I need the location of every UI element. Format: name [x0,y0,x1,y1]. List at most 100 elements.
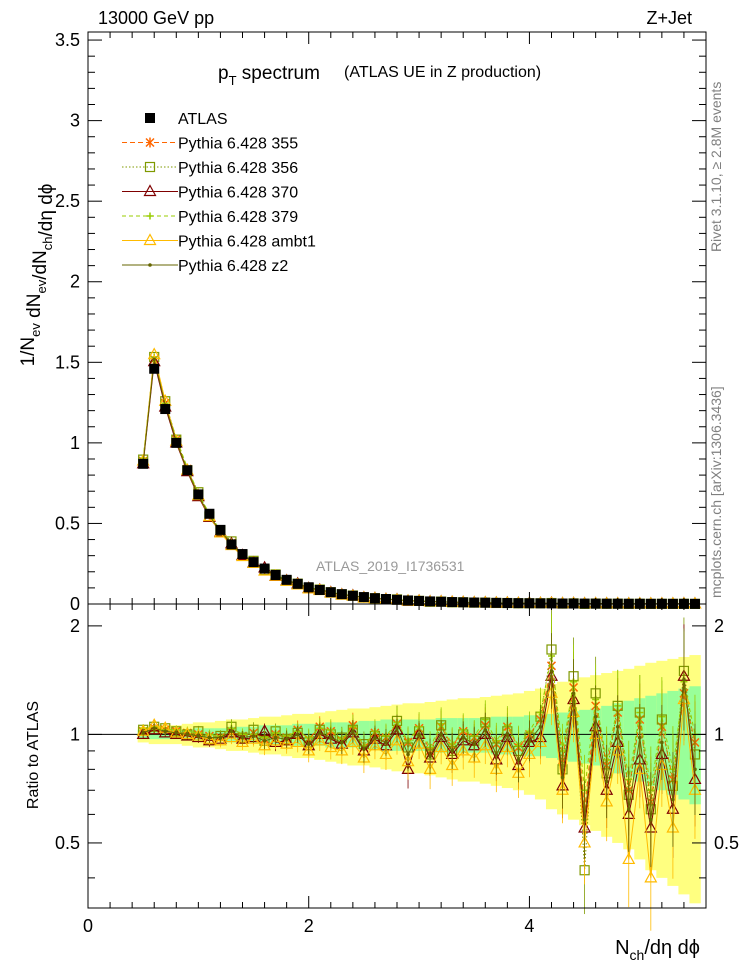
legend: ATLAS Pythia 6.428 355 Pythia 6.428 356 Pyt… [122,111,316,275]
ratio-point [136,727,150,740]
ratio-point [494,752,499,757]
y-tick-label: 0.5 [55,513,80,533]
x-tick-label: 2 [304,916,314,936]
ratio-point [626,807,631,812]
ratio-point [235,735,250,748]
atlas-data-point [380,594,391,605]
atlas-data-point [259,563,270,574]
ratio-y-axis-label: Ratio to ATLAS [25,701,42,809]
ratio-point [280,736,294,749]
atlas-data-point [193,489,204,500]
ratio-point [615,724,620,729]
legend-marker [145,137,155,148]
atlas-data-point [138,458,149,469]
ratio-point [461,735,466,740]
text-group: pT spectrum (ATLAS UE in Z production) ATL… [18,63,700,963]
ratio-point [152,726,157,731]
ratio-point [593,714,598,719]
ratio-point [141,731,145,735]
atlas-data-point [182,465,193,476]
ratio-point [622,852,636,865]
ratio-point [202,731,216,744]
ratio-point [395,726,399,731]
atlas-data-point [425,596,436,607]
ratio-point [224,730,238,743]
ratio-point [445,758,459,771]
ratio-point [649,817,653,822]
atlas-data-point [149,363,160,374]
main-point [152,357,157,362]
ratio-point [163,729,168,734]
ratio-point [379,747,393,760]
legend-marker [146,212,154,220]
legend-marker [144,161,156,173]
ratio-point [428,754,432,759]
ratio-point [644,870,658,883]
ratio-point [313,733,327,746]
ratio-y-tick-label: 2 [70,616,80,636]
ratio-point [351,729,355,734]
atlas-data-point [204,508,215,519]
ratio-point [417,732,421,737]
ratio-point [406,752,410,757]
ratio-point [434,740,448,753]
atlas-data-point [513,598,524,609]
ratio-point [258,738,272,751]
ratio-point [483,727,488,732]
atlas-data-point [303,582,314,593]
x-tick-label: 4 [524,916,534,936]
legend-marker [143,233,157,246]
legend-label: Pythia 6.428 356 [178,160,298,177]
ratio-band-inner [623,700,635,778]
atlas-data-point [491,597,502,608]
atlas-data-point [171,437,182,448]
ratio-point [373,735,377,740]
ratio-point [240,735,245,740]
chart-subtitle: (ATLAS UE in Z production) [344,64,541,81]
y-tick-label: 0 [70,594,80,614]
ratio-point [174,731,179,735]
atlas-data-point [358,592,369,603]
ratio-point [582,817,587,822]
ratio-point [284,737,289,741]
atlas-data-point [237,549,248,560]
legend-marker [143,184,157,197]
ratio-point [450,749,454,753]
ratio-point [549,669,554,673]
ratio-point [262,739,267,743]
ratio-point [505,732,510,737]
ratio-panel [88,605,706,931]
analysis-watermark: ATLAS_2019_I1736531 [316,558,465,574]
ratio-point [346,735,360,748]
y-tick-label: 2.5 [55,191,80,211]
ratio-point [207,735,212,740]
ratio-point [456,743,470,756]
atlas-data-point [226,539,237,550]
atlas-data-point [447,597,458,608]
rivet-label: Rivet 3.1.10, ≥ 2.8M events [708,81,724,252]
ratio-point [560,775,565,780]
axes-group: 0 2 400.511.522.533.50.5 0.51 12 2 [55,30,739,936]
atlas-data-point [336,589,347,600]
legend-marker-atlas [145,113,155,123]
ratio-point [247,731,261,744]
ratio-y-tick-label-right: 1 [714,724,724,744]
ratio-point [317,731,322,735]
ratio-point [328,735,333,740]
mcplots-label: mcplots.cern.ch [arXiv:1306.3436] [708,386,724,598]
ratio-point [251,734,256,738]
ratio-point [302,743,316,756]
ratio-band-inner [645,695,657,786]
y-tick-label: 3.5 [55,30,80,50]
atlas-data-point [248,557,259,568]
y-tick-label: 1.5 [55,352,80,372]
legend-label: ATLAS [178,111,228,128]
ratio-point [229,729,234,734]
atlas-data-point [292,578,303,589]
ratio-point [185,732,190,737]
ratio-point [340,740,344,745]
legend-label: Pythia 6.428 355 [178,136,298,153]
x-axis-label: Nch/dη dϕ [615,937,700,963]
ratio-point [660,740,664,745]
